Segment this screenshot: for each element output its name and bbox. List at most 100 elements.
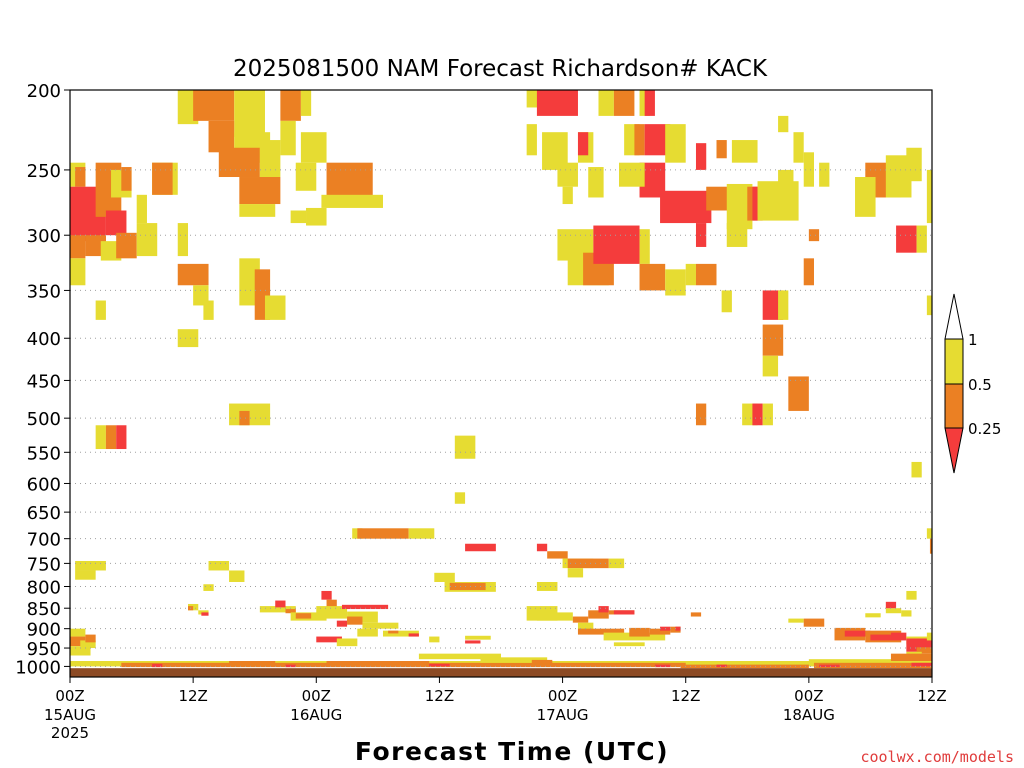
ri-cell-r — [316, 636, 342, 643]
ri-cell-y — [136, 223, 158, 257]
ri-cell-y — [203, 300, 214, 320]
ri-cell-y — [906, 590, 917, 600]
y-tick-label: 250 — [27, 161, 61, 182]
ri-cell-o — [239, 177, 281, 205]
ri-cell-o — [218, 147, 260, 178]
colorbar-orange — [944, 383, 964, 429]
y-tick-label: 350 — [27, 281, 61, 302]
ri-cell-y — [536, 581, 558, 591]
watermark[interactable]: coolwx.com/models — [860, 748, 1014, 766]
ri-cell-y — [778, 115, 789, 133]
ri-cell-y — [95, 425, 106, 450]
ri-cell-r — [675, 626, 681, 631]
ri-cell-y — [80, 640, 96, 649]
ri-cell-o — [70, 235, 86, 259]
ri-cell-y — [906, 147, 922, 182]
ri-cell-r — [695, 143, 707, 170]
ri-cell-o — [890, 653, 932, 662]
y-tick-label: 750 — [27, 554, 61, 575]
ri-cell-y — [562, 186, 573, 205]
ri-cell-y — [336, 638, 358, 647]
ri-cell-y — [70, 661, 91, 667]
ri-cell-y — [229, 570, 245, 582]
ri-cell-y — [885, 608, 902, 614]
ri-cell-r — [285, 664, 296, 668]
plot-frame — [69, 89, 933, 678]
ri-cell-o — [193, 90, 235, 121]
ri-cell-o — [572, 616, 589, 623]
x-tick-label: 00Z — [794, 687, 823, 705]
ri-cell-r — [613, 610, 635, 615]
ri-cell-o — [690, 612, 702, 617]
ri-cell-r — [660, 190, 712, 224]
y-tick-label: 950 — [27, 639, 61, 660]
ri-cell-o — [639, 263, 666, 291]
ri-cell-r — [911, 662, 932, 667]
ri-cell-y — [177, 329, 199, 348]
ri-cell-o — [803, 618, 825, 627]
ri-cell-r — [429, 663, 450, 667]
ri-cell-r — [844, 630, 871, 637]
ri-cell-y — [362, 622, 399, 629]
chart-title: 2025081500 NAM Forecast Richardson# KACK — [233, 56, 768, 82]
ri-cell-r — [654, 664, 671, 668]
colorbar-arrow-top — [944, 293, 964, 340]
ri-cell-o — [121, 662, 686, 668]
ri-cell-r — [336, 620, 348, 627]
ri-cell-r — [752, 403, 763, 426]
ri-cell-o — [75, 167, 86, 187]
y-tick-label: 1000 — [15, 657, 61, 678]
ri-cell-y — [819, 162, 830, 187]
ri-cell-r — [536, 90, 578, 116]
ri-cell-y — [536, 612, 573, 621]
ri-cell-y — [793, 132, 804, 163]
ri-cell-y — [865, 613, 881, 618]
x-tick-year: 2025 — [51, 724, 89, 742]
colorbar-arrow-bottom — [944, 427, 964, 474]
ri-cell-y — [434, 572, 455, 582]
ri-cell-y — [70, 258, 86, 286]
ri-cell-y — [193, 285, 209, 306]
y-tick-label: 900 — [27, 620, 61, 641]
ri-cell-y — [598, 90, 614, 116]
ri-cell-o — [326, 599, 337, 608]
ri-cell-y — [429, 636, 440, 643]
ri-cell-r — [896, 225, 917, 253]
ri-cell-y — [177, 223, 189, 257]
colorbar-yellow — [944, 338, 964, 385]
ri-cell-r — [870, 634, 891, 641]
colorbar: 1 0.5 0.25 — [944, 293, 1001, 474]
ri-cell-o — [929, 538, 932, 554]
ri-cell-r — [644, 90, 655, 116]
x-tick-label: 00Z — [302, 687, 331, 705]
ri-cell-y — [208, 560, 230, 571]
ri-cell-o — [177, 263, 209, 286]
ri-cell-o — [229, 661, 276, 666]
ri-cell-o — [588, 610, 609, 619]
ri-cell-o — [680, 664, 809, 669]
y-tick-label: 650 — [27, 503, 61, 524]
ground-band — [70, 668, 932, 677]
ri-cell-o — [813, 662, 932, 669]
ri-cell-o — [547, 551, 568, 559]
ri-cell-y — [639, 90, 650, 116]
ri-cell-y — [926, 632, 932, 641]
x-axis-title: Forecast Time (UTC) — [355, 737, 669, 766]
ri-cell-y — [926, 295, 932, 316]
ri-cell-r — [321, 590, 332, 600]
ri-cell-o — [239, 410, 250, 426]
ri-cell-r — [695, 223, 707, 247]
ri-cell-r — [819, 664, 840, 668]
ri-cell-o — [577, 628, 625, 635]
ri-cell-y — [608, 558, 625, 569]
ri-cell-y — [357, 628, 378, 637]
ri-cell-o — [695, 263, 717, 286]
ri-cell-y — [613, 642, 645, 647]
ri-cell-y — [454, 492, 466, 504]
ri-cell-y — [316, 606, 348, 619]
y-tick-label: 200 — [27, 81, 61, 102]
ri-cell-o — [629, 627, 650, 637]
ri-cell-y — [321, 194, 383, 208]
y-tick-label: 800 — [27, 577, 61, 598]
